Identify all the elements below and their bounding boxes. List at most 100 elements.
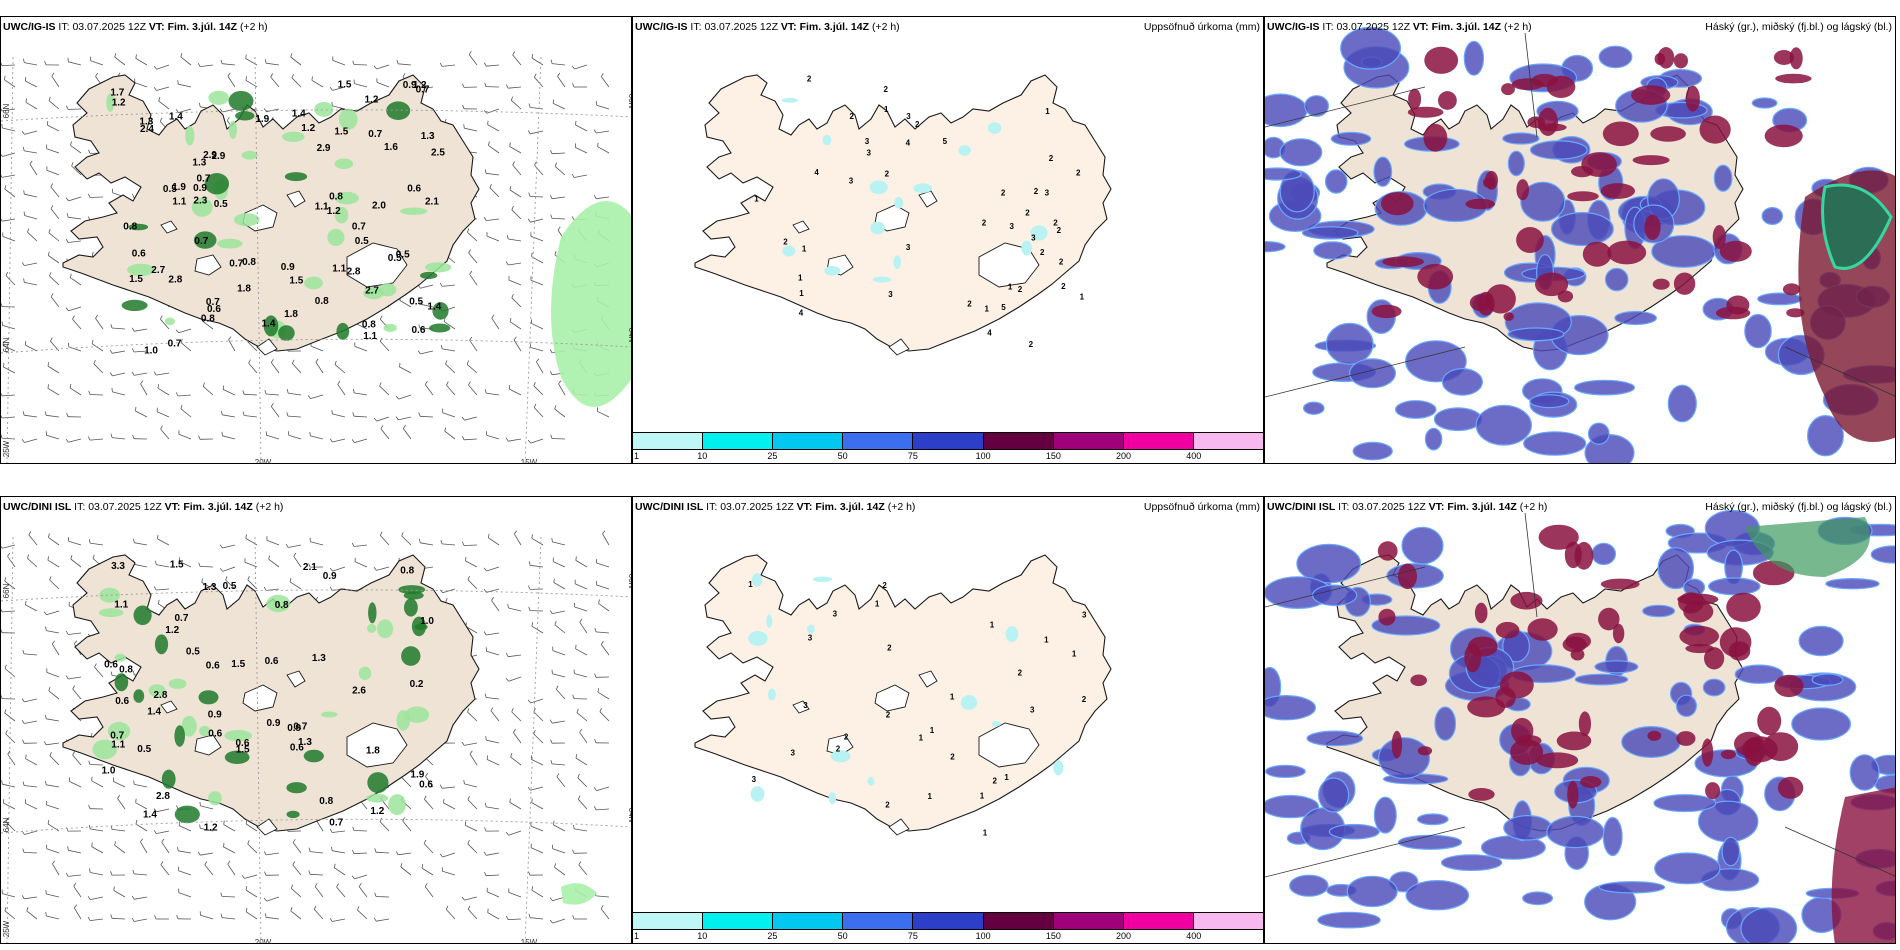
low-cloud — [1574, 673, 1629, 686]
wind-barb — [487, 912, 500, 920]
low-cloud — [1744, 313, 1772, 349]
mid-cloud — [1464, 643, 1482, 673]
low-cloud — [1279, 138, 1323, 167]
precip-blob — [1005, 626, 1019, 642]
mid-cloud — [1786, 308, 1805, 318]
mid-cloud — [1704, 647, 1725, 670]
colorbar-swatches — [632, 912, 1264, 930]
wind-barb-feather — [22, 848, 25, 853]
wind-barb-feather — [4, 906, 7, 911]
low-cloud — [1791, 707, 1851, 741]
wind-barb — [314, 886, 324, 898]
precip-blob — [401, 646, 421, 666]
wind-barb — [357, 909, 368, 920]
precip-value: 1.5 — [170, 560, 184, 571]
wind-barb — [334, 364, 346, 374]
grid-line — [1265, 346, 1466, 398]
wind-barb — [376, 64, 390, 70]
wind-barb-feather — [309, 431, 311, 436]
wind-barb — [509, 321, 522, 330]
wind-barb-feather — [579, 728, 583, 733]
mid-cloud — [1501, 83, 1515, 96]
wind-barb-feather — [27, 228, 30, 233]
low-cloud — [1317, 777, 1350, 813]
wind-barb — [111, 917, 126, 920]
wind-barb-feather — [578, 861, 582, 866]
precip-blob — [367, 772, 389, 794]
wind-barb — [310, 435, 324, 440]
wind-barb — [24, 414, 38, 418]
wind-barb — [398, 416, 412, 421]
wind-barb — [46, 610, 60, 616]
wind-barb — [266, 539, 280, 546]
precip-blob — [133, 689, 145, 703]
precip-value: 1.4 — [147, 706, 161, 717]
panel-dini-pressure: UWC/DINI ISL IT: 03.07.2025 12Z VT: Fim.… — [0, 496, 632, 944]
wind-barb — [332, 850, 346, 854]
wind-barb-feather — [467, 708, 470, 713]
wind-barb-feather — [423, 839, 427, 844]
wind-barb — [444, 430, 456, 440]
precip-blob — [107, 721, 131, 741]
wind-barb-feather — [488, 141, 490, 146]
wind-barb — [200, 805, 214, 810]
wind-barb — [4, 712, 16, 722]
precip-value: 0.7 — [293, 722, 307, 733]
wind-barb-feather — [177, 80, 179, 85]
wind-barb — [2, 783, 16, 788]
precip-blob — [198, 690, 219, 705]
wind-barb-feather — [444, 427, 447, 432]
wind-barb-feather — [509, 798, 511, 803]
precip-value: 1.9 — [255, 114, 269, 125]
wind-barb — [596, 786, 610, 791]
wind-barb-feather — [89, 868, 91, 873]
precip-blob — [870, 221, 885, 235]
wind-barb-feather — [227, 72, 231, 77]
precip-value: 1.3 — [312, 653, 326, 664]
wind-barb — [134, 328, 148, 332]
wind-barb-feather — [154, 915, 157, 920]
precip-blob — [429, 323, 451, 333]
mid-cloud — [1423, 123, 1448, 152]
wind-barb — [399, 300, 412, 308]
wind-barb — [222, 566, 236, 572]
wind-barb-feather — [513, 530, 518, 535]
low-cloud — [1522, 891, 1554, 906]
wind-barb-feather — [445, 360, 448, 365]
wind-barb — [89, 394, 104, 396]
precip-blob — [334, 191, 359, 205]
precip-value: 3 — [849, 177, 854, 186]
wind-barb — [314, 909, 324, 920]
wind-barb-feather — [549, 919, 554, 924]
wind-barb-feather — [223, 842, 225, 847]
precip-value: 1 — [1080, 293, 1085, 302]
mid-cloud — [1391, 730, 1403, 759]
precip-value: 0.6 — [412, 325, 426, 336]
wind-barb-feather — [21, 439, 25, 443]
precip-value: 2.8 — [156, 791, 170, 802]
colorbar-tick: 100 — [975, 451, 991, 461]
grid-label: 66N — [2, 583, 11, 598]
wind-barb-feather — [67, 57, 69, 62]
wind-barb-feather — [1, 392, 3, 397]
precip-blob — [266, 594, 291, 613]
wind-barb-feather — [159, 117, 163, 122]
precip-value: 0.6 — [207, 304, 221, 315]
precip-value: 1.4 — [262, 318, 276, 329]
low-cloud — [1587, 422, 1610, 445]
colorbar-tick: 200 — [1116, 451, 1132, 461]
wind-barb — [1, 64, 16, 66]
wind-barb — [1, 610, 16, 613]
wind-barb — [511, 297, 522, 308]
precip-value: 1 — [754, 194, 759, 203]
wind-barb — [353, 852, 368, 855]
wind-barb — [46, 742, 60, 746]
wind-barb-feather — [483, 631, 487, 636]
wind-barb-feather — [527, 439, 532, 444]
wind-barb — [46, 784, 60, 788]
wind-barb-feather — [462, 83, 465, 88]
wind-barb — [486, 632, 500, 636]
colorbar-swatch — [913, 913, 984, 929]
precip-value: 2.3 — [193, 196, 207, 207]
precip-value: 3 — [906, 243, 911, 252]
